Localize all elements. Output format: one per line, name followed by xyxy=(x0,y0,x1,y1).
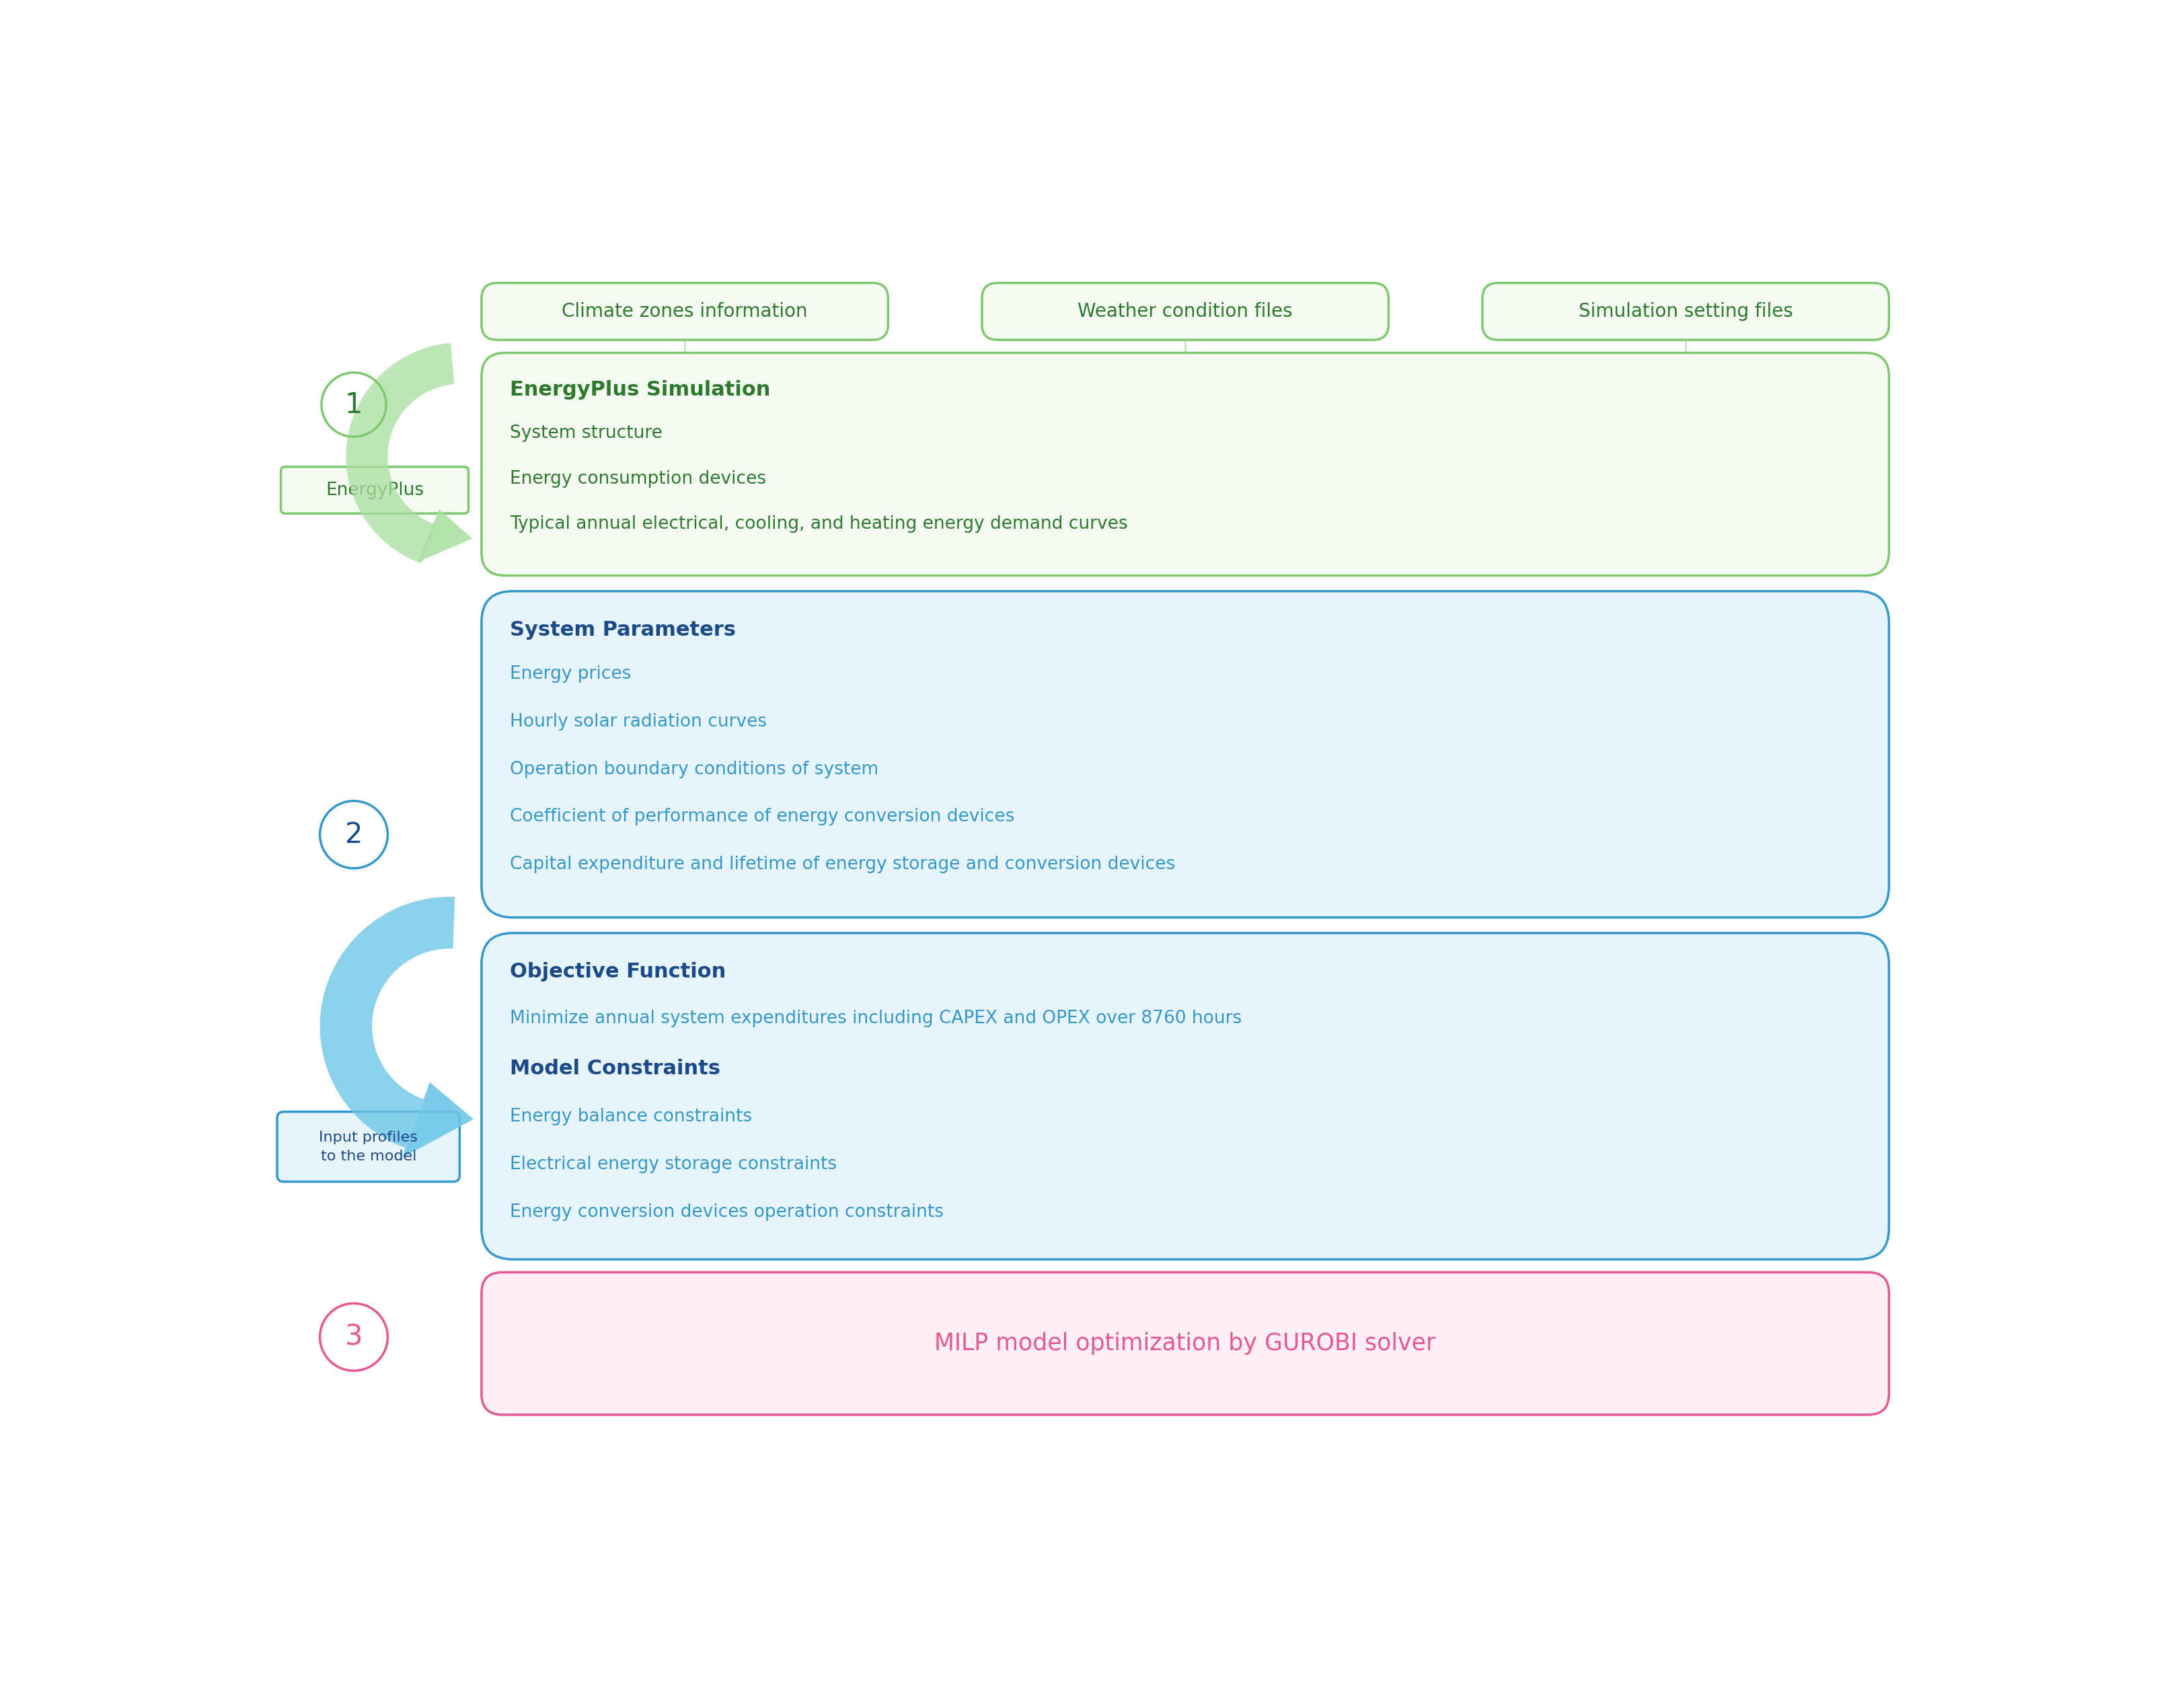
Text: Operation boundary conditions of system: Operation boundary conditions of system xyxy=(511,761,878,778)
Text: Coefficient of performance of energy conversion devices: Coefficient of performance of energy con… xyxy=(511,809,1016,826)
Text: Weather condition files: Weather condition files xyxy=(1077,302,1293,321)
Text: Simulation setting files: Simulation setting files xyxy=(1579,302,1793,321)
Polygon shape xyxy=(319,897,454,1148)
Text: Energy consumption devices: Energy consumption devices xyxy=(511,469,767,488)
Text: 3: 3 xyxy=(345,1322,363,1351)
Text: Climate zones information: Climate zones information xyxy=(561,302,808,321)
Text: System Parameters: System Parameters xyxy=(511,621,736,640)
Text: 1: 1 xyxy=(345,391,363,418)
FancyBboxPatch shape xyxy=(983,283,1389,339)
FancyBboxPatch shape xyxy=(480,933,1889,1259)
Text: Energy prices: Energy prices xyxy=(511,665,631,682)
FancyBboxPatch shape xyxy=(480,283,889,339)
Polygon shape xyxy=(417,510,472,561)
Text: Typical annual electrical, cooling, and heating energy demand curves: Typical annual electrical, cooling, and … xyxy=(511,515,1129,532)
Text: Hourly solar radiation curves: Hourly solar radiation curves xyxy=(511,713,767,730)
Text: MILP model optimization by GUROBI solver: MILP model optimization by GUROBI solver xyxy=(935,1332,1435,1355)
Text: Energy conversion devices operation constraints: Energy conversion devices operation cons… xyxy=(511,1203,943,1221)
FancyBboxPatch shape xyxy=(480,592,1889,918)
Text: Objective Function: Objective Function xyxy=(511,962,727,981)
Polygon shape xyxy=(402,1082,474,1158)
Text: Energy balance constraints: Energy balance constraints xyxy=(511,1109,753,1126)
Text: EnergyPlus Simulation: EnergyPlus Simulation xyxy=(511,380,771,399)
FancyBboxPatch shape xyxy=(282,467,470,514)
Text: 2: 2 xyxy=(345,821,363,848)
Text: Minimize annual system expenditures including CAPEX and OPEX over 8760 hours: Minimize annual system expenditures incl… xyxy=(511,1010,1243,1027)
Text: Model Constraints: Model Constraints xyxy=(511,1059,721,1078)
FancyBboxPatch shape xyxy=(480,1273,1889,1414)
Polygon shape xyxy=(345,343,454,563)
Text: Capital expenditure and lifetime of energy storage and conversion devices: Capital expenditure and lifetime of ener… xyxy=(511,856,1175,873)
Text: Electrical energy storage constraints: Electrical energy storage constraints xyxy=(511,1155,836,1174)
Text: System structure: System structure xyxy=(511,425,662,442)
FancyBboxPatch shape xyxy=(277,1112,459,1182)
FancyBboxPatch shape xyxy=(1483,283,1889,339)
Text: EnergyPlus: EnergyPlus xyxy=(325,481,424,498)
Text: Input profiles
to the model: Input profiles to the model xyxy=(319,1131,417,1163)
FancyBboxPatch shape xyxy=(480,353,1889,575)
